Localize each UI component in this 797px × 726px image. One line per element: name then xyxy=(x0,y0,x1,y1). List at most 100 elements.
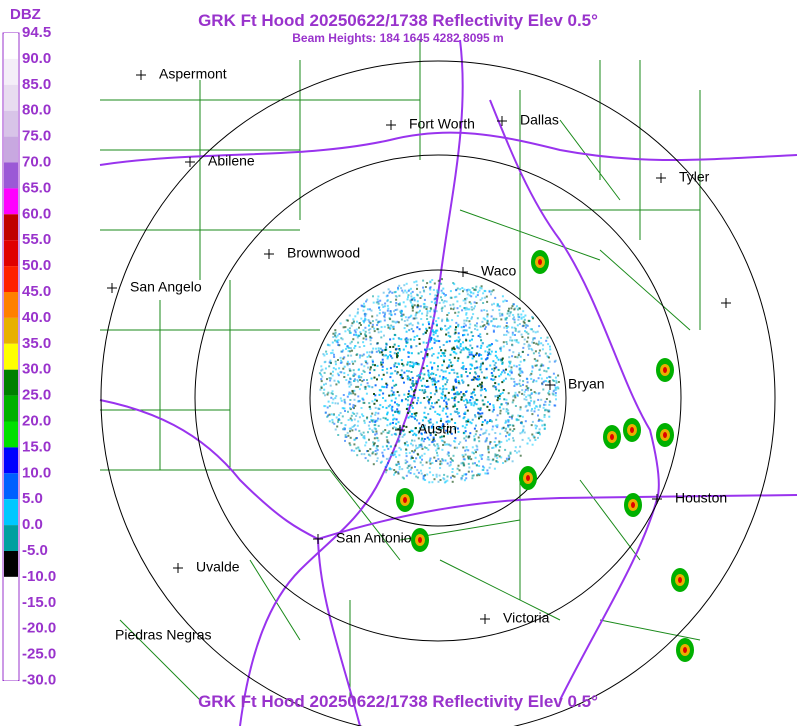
echo-pixel xyxy=(358,334,361,337)
echo-pixel xyxy=(526,381,529,384)
echo-pixel xyxy=(397,421,400,424)
echo-pixel xyxy=(508,458,510,461)
echo-pixel xyxy=(334,339,336,342)
echo-pixel xyxy=(490,320,493,323)
echo-pixel xyxy=(401,289,404,292)
echo-pixel xyxy=(467,470,470,473)
echo-pixel xyxy=(386,439,389,442)
echo-pixel xyxy=(329,372,332,375)
echo-pixel xyxy=(431,347,433,350)
echo-pixel xyxy=(508,356,511,359)
echo-pixel xyxy=(521,389,524,392)
echo-pixel xyxy=(342,326,345,329)
echo-pixel xyxy=(394,290,397,293)
echo-pixel xyxy=(343,365,346,368)
echo-pixel xyxy=(325,350,328,353)
echo-pixel xyxy=(387,324,390,327)
echo-pixel xyxy=(514,391,517,394)
echo-pixel xyxy=(465,329,468,332)
echo-pixel xyxy=(330,377,333,380)
echo-pixel xyxy=(511,430,514,432)
echo-pixel xyxy=(427,385,430,388)
echo-pixel xyxy=(461,461,464,464)
echo-pixel xyxy=(470,403,473,406)
echo-pixel xyxy=(473,402,476,405)
echo-pixel xyxy=(453,332,456,335)
echo-pixel xyxy=(541,383,544,386)
echo-pixel xyxy=(414,449,416,452)
echo-pixel xyxy=(375,460,378,462)
echo-pixel xyxy=(419,427,422,430)
echo-pixel xyxy=(534,350,537,353)
echo-pixel xyxy=(405,340,408,343)
echo-pixel xyxy=(426,347,429,350)
echo-pixel xyxy=(419,461,422,464)
echo-pixel xyxy=(377,347,380,350)
city-label: San Angelo xyxy=(130,279,202,295)
echo-pixel xyxy=(471,357,474,360)
echo-pixel xyxy=(413,296,416,299)
echo-pixel xyxy=(441,390,444,393)
echo-pixel xyxy=(522,316,525,319)
echo-pixel xyxy=(381,303,384,306)
echo-pixel xyxy=(456,410,459,413)
echo-pixel xyxy=(365,392,368,395)
echo-pixel xyxy=(425,447,428,449)
echo-pixel xyxy=(479,366,482,369)
echo-pixel xyxy=(494,445,497,448)
echo-pixel xyxy=(514,383,517,386)
echo-pixel xyxy=(459,305,462,308)
echo-pixel xyxy=(347,354,350,357)
echo-pixel xyxy=(443,441,446,444)
echo-pixel xyxy=(441,448,444,451)
echo-pixel xyxy=(482,302,485,304)
echo-pixel xyxy=(474,353,477,356)
echo-pixel xyxy=(499,314,502,317)
echo-pixel xyxy=(385,354,387,357)
echo-pixel xyxy=(543,369,546,372)
echo-pixel xyxy=(347,419,350,421)
echo-pixel xyxy=(547,367,550,370)
echo-pixel xyxy=(395,450,398,453)
echo-pixel xyxy=(360,383,363,386)
echo-pixel xyxy=(490,372,493,374)
echo-pixel xyxy=(417,352,420,355)
echo-pixel xyxy=(492,289,495,292)
echo-pixel xyxy=(379,347,382,350)
echo-pixel xyxy=(514,450,517,452)
echo-pixel xyxy=(518,364,521,367)
echo-pixel xyxy=(393,426,396,429)
echo-pixel xyxy=(354,345,357,348)
storm-cell xyxy=(683,647,687,653)
storm-cell xyxy=(526,475,530,481)
echo-pixel xyxy=(362,401,365,404)
echo-pixel xyxy=(410,298,413,301)
echo-pixel xyxy=(362,436,365,439)
echo-pixel xyxy=(390,355,393,358)
echo-pixel xyxy=(422,478,425,481)
echo-pixel xyxy=(411,406,414,409)
echo-pixel xyxy=(406,403,409,406)
echo-pixel xyxy=(514,327,517,330)
echo-pixel xyxy=(522,310,525,313)
echo-pixel xyxy=(494,382,497,385)
echo-pixel xyxy=(357,308,359,311)
echo-pixel xyxy=(465,306,468,309)
echo-pixel xyxy=(484,326,487,329)
echo-pixel xyxy=(376,342,379,345)
echo-pixel xyxy=(474,433,477,436)
echo-pixel xyxy=(442,287,445,290)
echo-pixel xyxy=(326,415,329,418)
echo-pixel xyxy=(469,363,472,366)
echo-pixel xyxy=(511,339,514,342)
echo-pixel xyxy=(530,372,533,375)
echo-pixel xyxy=(353,378,356,381)
echo-pixel xyxy=(428,375,430,378)
echo-pixel xyxy=(360,363,363,366)
echo-pixel xyxy=(328,413,331,416)
echo-pixel xyxy=(546,376,548,379)
echo-pixel xyxy=(511,305,514,308)
echo-pixel xyxy=(512,437,514,440)
echo-pixel xyxy=(464,430,467,433)
echo-pixel xyxy=(461,287,464,289)
